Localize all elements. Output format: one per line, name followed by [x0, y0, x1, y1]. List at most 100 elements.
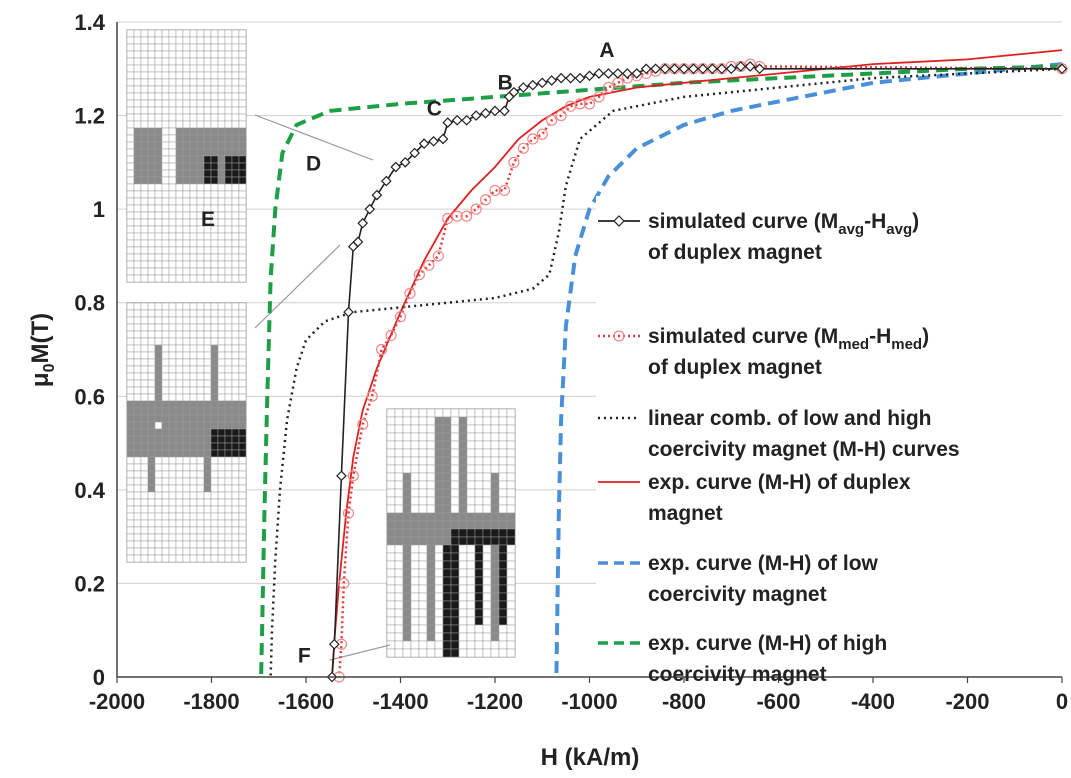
series-0-point-32 [470, 110, 482, 121]
series-1-point-44 [347, 470, 359, 482]
legend-label-3-line1: exp. curve (M-H) of duplex [648, 471, 911, 494]
point-label-E: E [201, 208, 215, 231]
x-tick-label-2: -1600 [278, 689, 334, 714]
point-label-A: A [599, 39, 614, 62]
series-0-point-16 [612, 68, 624, 79]
legend-label-5-line2: coercivity magnet [648, 663, 827, 686]
legend-label-4-line2: coercivity magnet [648, 583, 827, 606]
series-1-point-23 [546, 114, 558, 126]
series-1-point-18 [593, 91, 605, 103]
legend-label-0-line2: of duplex magnet [648, 241, 822, 264]
series-0-point-22 [555, 72, 567, 84]
legend-label-3-line2: magnet [648, 502, 723, 525]
series-0-point-17 [603, 68, 614, 79]
series-0-point-25 [527, 79, 539, 91]
y-tick-label-0: 0 [93, 665, 105, 690]
series-1-point-17 [602, 81, 615, 94]
series-0-point-5 [716, 63, 728, 75]
series-1-point-38 [404, 287, 416, 299]
series-0-point-45 [357, 217, 369, 229]
series-0-point-12 [650, 63, 661, 75]
series-1-point-43 [357, 418, 369, 430]
x-tick-label-4: -1200 [467, 689, 523, 714]
series-0-point-10 [669, 63, 680, 75]
series-0-point-2 [744, 61, 756, 72]
leader-line-E [254, 244, 341, 329]
series-0-point-38 [418, 138, 430, 149]
legend-label-4-line1: exp. curve (M-H) of low [648, 552, 879, 575]
y-tick-label-7: 1.4 [74, 10, 105, 35]
x-tick-label-10: 0 [1056, 689, 1068, 714]
leader-line-D [254, 114, 374, 161]
series-0-point-26 [518, 82, 529, 93]
legend-label-2-line2: coercivity magnet (M-H) curves [648, 438, 960, 461]
series-line-5 [259, 64, 1063, 678]
point-label-D: D [306, 152, 321, 175]
y-tick-label-1: 0.2 [74, 571, 105, 596]
tick-labels: -2000 -1800 -1600 -1400 -1200 -1000 -800 -600 -4… [74, 10, 1068, 714]
series-1-point-27 [508, 156, 520, 168]
series-0-point-30 [489, 105, 501, 117]
series-0-point-15 [621, 68, 633, 79]
series-0-point-8 [688, 63, 699, 75]
y-tick-label-4: 0.8 [74, 291, 105, 316]
series-0-point-1 [754, 63, 765, 75]
point-annotations: A B C D E F [201, 39, 615, 667]
series-1-point-46 [338, 577, 350, 590]
gridlines [117, 21, 1062, 584]
series-0-point-9 [678, 63, 690, 75]
series-0-point-33 [461, 114, 472, 126]
series-1-point-34 [442, 212, 454, 225]
x-tick-label-0: -2000 [89, 689, 145, 714]
series-0-point-43 [371, 189, 383, 201]
legend-label-0: simulated curve (Mavg-Havg) [648, 210, 919, 238]
point-label-B: B [498, 72, 513, 95]
legend-marker-1 [613, 330, 625, 342]
legend-label-2-line1: linear comb. of low and high [648, 407, 932, 430]
series-0-point-48 [343, 306, 354, 318]
series-0-point-35 [442, 117, 454, 128]
series-0-point-19 [584, 70, 595, 82]
legend-label-1: simulated curve (Mmed-Hmed) [648, 325, 929, 353]
series-1-point-36 [423, 259, 435, 271]
y-tick-label-2: 0.4 [74, 478, 105, 503]
inset-microstructure-2 [126, 302, 247, 563]
series-1-point-24 [536, 128, 548, 140]
x-tick-label-3: -1400 [372, 689, 428, 714]
series-0-point-40 [399, 157, 411, 168]
microstructure-insets [126, 29, 516, 658]
series-0-point-7 [697, 63, 709, 75]
series-0-point-31 [480, 107, 491, 119]
series-line-3 [331, 49, 1063, 678]
series-1-point-35 [432, 250, 444, 262]
series-0-point-11 [659, 63, 671, 75]
series-1-point-42 [366, 390, 378, 402]
series-0-point-6 [707, 63, 718, 75]
series-1-point-21 [564, 100, 577, 112]
legend-label-5-line1: exp. curve (M-H) of high [648, 632, 887, 655]
series-0-point-20 [574, 72, 586, 84]
x-tick-label-9: -200 [945, 689, 989, 714]
legend-background [596, 196, 1064, 664]
point-label-C: C [427, 98, 442, 121]
series-1-point-45 [342, 507, 355, 519]
y-tick-label-3: 0.6 [74, 384, 105, 409]
series-0-point-37 [428, 135, 439, 147]
y-axis-label: μ0M(T) [27, 313, 58, 387]
series-0-point-28 [503, 91, 515, 103]
series-1-point-25 [527, 133, 539, 145]
series-0-point-24 [536, 77, 548, 89]
series-0-point-42 [380, 175, 392, 187]
series-0-point-50 [329, 638, 340, 650]
series-0-point-39 [409, 147, 421, 159]
series-0-point-41 [390, 161, 402, 173]
series-0-point-47 [347, 241, 359, 252]
series-1-point-39 [394, 311, 407, 323]
series-0-point-4 [725, 63, 737, 75]
legend: simulated curve (Mavg-Havg) of duplex mag… [596, 196, 1064, 686]
series-0-point-34 [451, 114, 463, 126]
inset-microstructure-3 [386, 408, 516, 658]
x-tick-label-5: -1000 [561, 689, 617, 714]
inset-microstructure-1 [126, 29, 247, 283]
